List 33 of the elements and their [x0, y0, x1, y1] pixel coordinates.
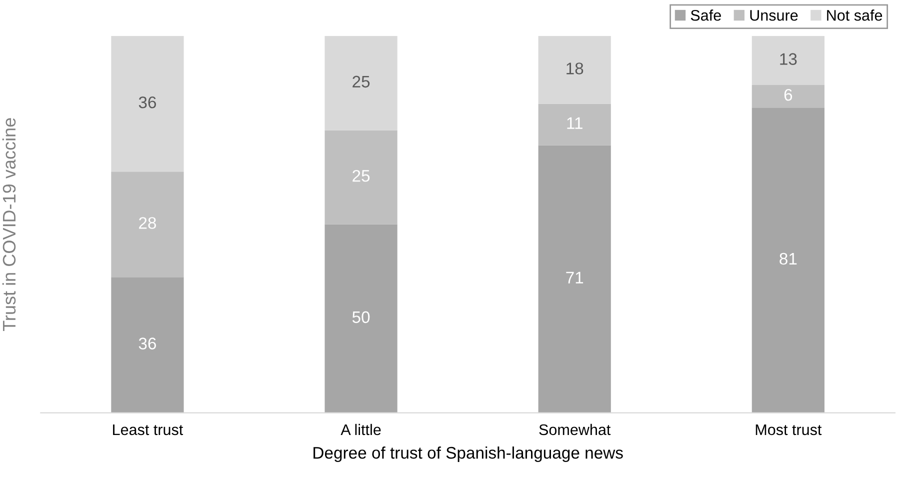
data-label: 50	[352, 311, 370, 324]
bar	[111, 36, 184, 172]
data-label: 6	[784, 88, 792, 101]
data-label: 11	[567, 117, 582, 129]
bar	[111, 277, 184, 413]
data-label: 81	[780, 252, 797, 265]
bar	[752, 84, 824, 108]
bar	[324, 36, 398, 130]
data-label: 36	[138, 338, 156, 350]
bar	[538, 36, 611, 104]
bar	[752, 108, 824, 413]
bar	[538, 145, 611, 413]
y-axis-title: Trust in COVID-19 vaccine	[2, 118, 16, 332]
bar	[538, 104, 611, 146]
x-tick-label: A little	[340, 424, 381, 436]
legend-label: Not safe	[827, 10, 882, 21]
data-label: 36	[138, 96, 156, 108]
x-tick-label: Least trust	[113, 424, 184, 436]
bar	[752, 36, 824, 85]
bar	[324, 224, 398, 413]
legend-label: Unsure	[750, 10, 798, 21]
x-tick-label: Somewhat	[539, 424, 611, 436]
x-axis-title: Degree of trust of Spanish-language news	[314, 446, 623, 462]
data-label: 25	[352, 170, 370, 182]
bar	[111, 172, 184, 278]
legend-label: Safe	[690, 10, 721, 21]
x-tick-label: Most trust	[756, 424, 822, 436]
data-label: 28	[139, 217, 156, 229]
bar	[324, 130, 398, 224]
data-label: 25	[352, 76, 370, 88]
data-label: 18	[566, 62, 584, 74]
data-label: 71	[566, 272, 584, 284]
data-label: 13	[780, 53, 797, 65]
